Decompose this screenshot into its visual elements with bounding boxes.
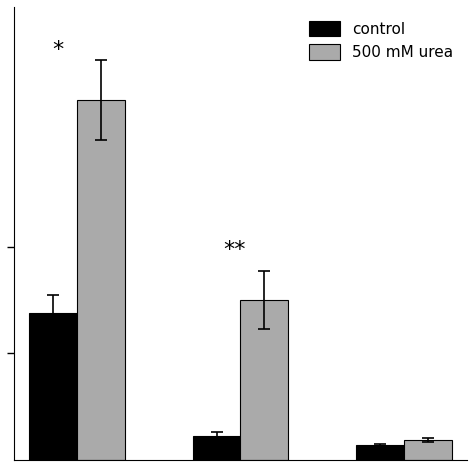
Legend: control, 500 mM urea: control, 500 mM urea xyxy=(303,14,459,66)
Bar xyxy=(77,100,125,460)
Bar xyxy=(29,313,77,460)
Bar xyxy=(404,440,452,460)
Bar xyxy=(356,446,404,460)
Text: **: ** xyxy=(223,240,246,260)
Bar xyxy=(192,436,240,460)
Text: *: * xyxy=(52,40,64,60)
Bar xyxy=(240,300,288,460)
